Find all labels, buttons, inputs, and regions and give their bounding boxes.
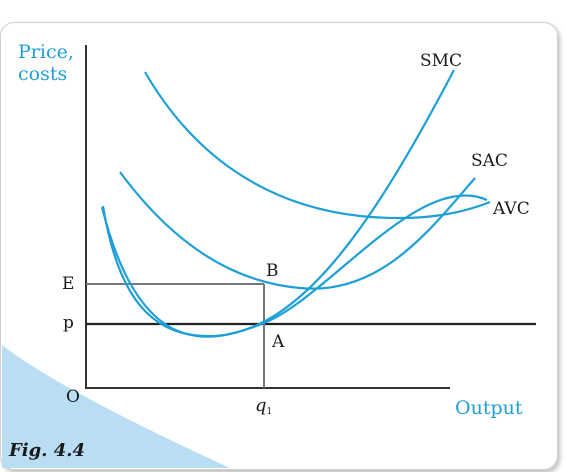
smc-curve — [101, 69, 455, 338]
point-a-label: A — [271, 332, 285, 352]
y-axis-label-line1: Price, — [18, 41, 74, 63]
cost-label-e: E — [62, 274, 74, 294]
origin-label: O — [66, 387, 80, 407]
sac-curve — [119, 171, 476, 290]
quantity-label-q1: q1 — [255, 395, 272, 417]
quantity-subscript: 1 — [267, 407, 273, 417]
figure-panel — [0, 22, 558, 470]
figure-caption: Fig. 4.4 — [9, 440, 86, 461]
price-label-p: p — [63, 313, 74, 333]
corner-swoosh — [2, 345, 230, 468]
y-axis-label-line2: costs — [18, 63, 67, 85]
upper-cost-curve — [144, 71, 491, 220]
point-b-label: B — [266, 261, 279, 281]
avc-label: AVC — [492, 199, 530, 219]
avc-curve — [100, 194, 488, 338]
smc-label: SMC — [420, 51, 462, 71]
x-axis-label: Output — [455, 397, 523, 419]
sac-label: SAC — [471, 151, 508, 171]
